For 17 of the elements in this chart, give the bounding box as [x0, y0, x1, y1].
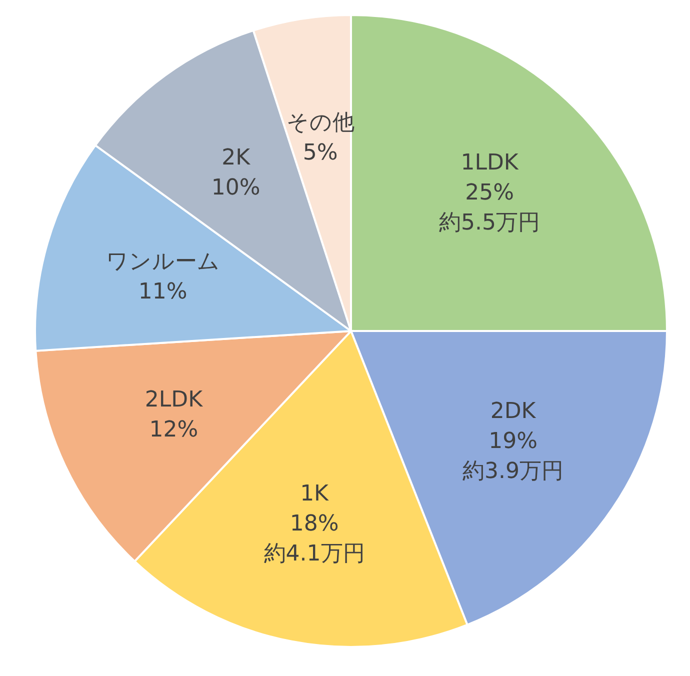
slice-label: 2LDK: [144, 386, 204, 412]
data-label: 12%: [149, 416, 198, 442]
data-label: 18%: [290, 510, 339, 536]
slice-label: その他: [286, 110, 354, 135]
data-label: 11%: [138, 278, 188, 304]
text: 約3.9万円: [462, 458, 564, 484]
slice-label: 2K: [222, 144, 251, 170]
slice-label: 2DK: [490, 398, 536, 424]
slice-label: ワンルーム: [106, 248, 220, 274]
slice-label: 1LDK: [460, 150, 519, 175]
data-label: 25%: [465, 180, 514, 205]
slice-label: 1K: [300, 480, 330, 506]
data-label: 19%: [488, 428, 538, 454]
text: 約5.5万円: [439, 210, 540, 235]
data-label: 5%: [302, 140, 338, 165]
text: 約4.1万円: [264, 540, 365, 566]
data-label: 10%: [211, 174, 260, 200]
